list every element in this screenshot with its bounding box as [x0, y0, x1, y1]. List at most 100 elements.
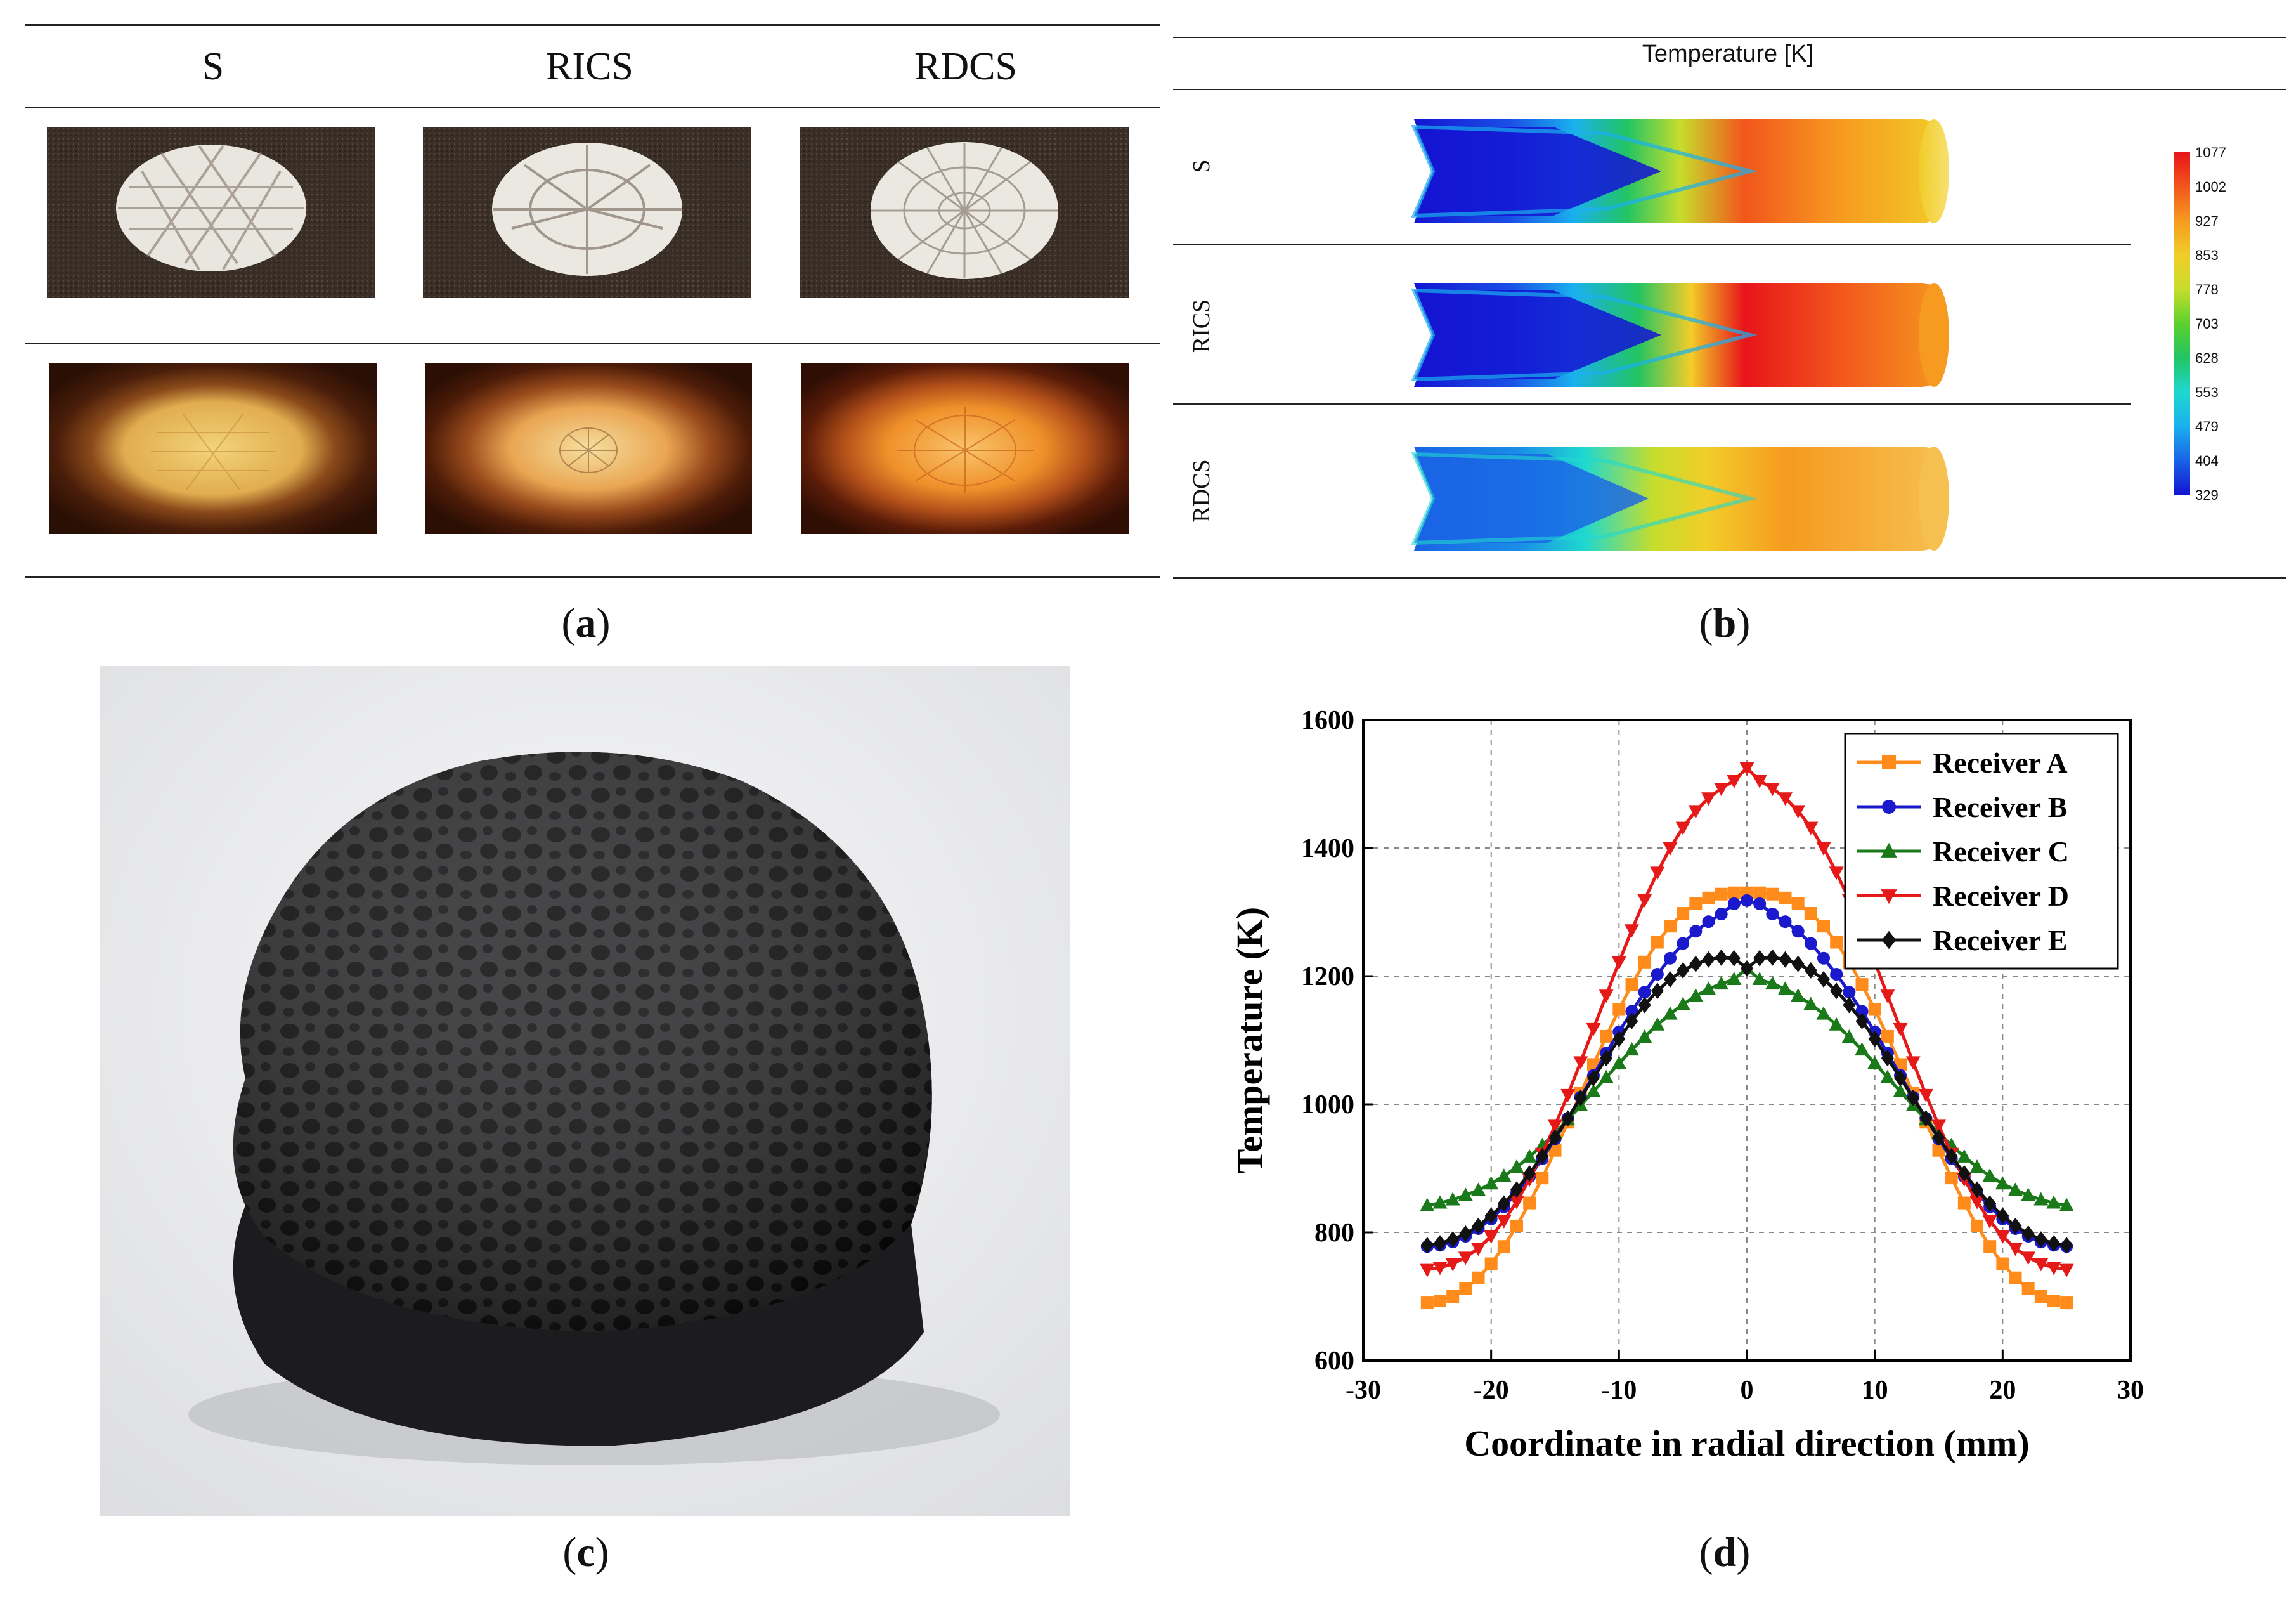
data-point-receiver-e — [1983, 1195, 1997, 1212]
colorbar-tick-label: 1077 — [2195, 145, 2226, 160]
data-point-receiver-e — [1715, 949, 1728, 966]
data-point-receiver-c — [1893, 1083, 1908, 1097]
data-point-receiver-b — [1664, 951, 1677, 965]
data-point-receiver-e — [1804, 962, 1817, 979]
row-label-rics: RICS — [1188, 299, 1215, 353]
data-point-receiver-a — [1868, 1003, 1881, 1016]
data-point-receiver-e — [1510, 1181, 1523, 1198]
glow-photo-rdcs — [801, 363, 1129, 534]
data-point-receiver-a — [1459, 1282, 1472, 1295]
legend-label-receiver-a: Receiver A — [1933, 747, 2067, 779]
y-tick-label: 600 — [1314, 1347, 1354, 1376]
data-point-receiver-d — [1560, 1088, 1576, 1102]
data-point-receiver-c — [1471, 1182, 1486, 1196]
colorbar — [2174, 152, 2190, 495]
x-tick-label: 30 — [2117, 1376, 2144, 1405]
panel-a-bottom-rule — [25, 576, 1160, 578]
data-point-receiver-a — [1830, 936, 1843, 949]
data-point-receiver-b — [1766, 908, 1779, 921]
data-point-receiver-c — [1625, 1042, 1639, 1056]
data-point-receiver-e — [1446, 1231, 1460, 1248]
data-point-receiver-a — [1446, 1290, 1460, 1303]
temperature-profile-chart: -30 -20 -10 0 10 20 30 600 800 1000 1200 1400 1600 Co… — [1229, 706, 2144, 1464]
data-point-receiver-c — [1599, 1069, 1614, 1083]
legend-marker-receiver-c — [1881, 842, 1897, 858]
data-point-receiver-e — [1574, 1089, 1587, 1106]
y-tick-label: 1600 — [1301, 706, 1354, 735]
data-point-receiver-a — [1664, 920, 1677, 933]
data-point-receiver-a — [1881, 1029, 1894, 1043]
column-header-rdcs: RDCS — [914, 45, 1017, 88]
data-point-receiver-b — [1779, 915, 1792, 929]
x-tick-label: 10 — [1862, 1376, 1888, 1405]
data-point-receiver-a — [2021, 1282, 2035, 1295]
data-point-receiver-d — [2046, 1262, 2061, 1276]
panel-b-row-rule-1 — [1173, 244, 2131, 245]
data-point-receiver-a — [1472, 1271, 1485, 1284]
data-point-receiver-a — [1983, 1240, 1997, 1253]
data-point-receiver-e — [1830, 982, 1843, 1000]
data-point-receiver-d — [1714, 783, 1729, 797]
data-point-receiver-a — [1638, 955, 1651, 969]
data-point-receiver-e — [2047, 1235, 2060, 1252]
data-point-receiver-a — [1497, 1240, 1510, 1253]
data-point-receiver-e — [1919, 1110, 1933, 1127]
data-point-receiver-b — [1677, 937, 1690, 950]
data-point-receiver-c — [1420, 1198, 1435, 1211]
data-point-receiver-d — [1905, 1056, 1921, 1070]
y-tick-label: 1000 — [1301, 1090, 1354, 1119]
data-point-receiver-e — [1753, 950, 1767, 967]
data-point-receiver-c — [1791, 988, 1806, 1002]
column-header-s: S — [202, 45, 224, 88]
sample-photo-s — [47, 127, 375, 298]
data-point-receiver-b — [1689, 925, 1703, 938]
data-point-receiver-c — [1727, 972, 1742, 986]
data-point-receiver-d — [1752, 774, 1767, 788]
data-point-receiver-b — [1741, 894, 1753, 907]
data-point-receiver-b — [1638, 986, 1651, 999]
data-point-receiver-a — [1855, 978, 1869, 991]
colorbar-tick-label: 853 — [2195, 247, 2219, 263]
data-point-receiver-e — [1523, 1165, 1536, 1182]
y-tick-label: 1400 — [1301, 834, 1354, 863]
data-point-receiver-d — [1778, 792, 1793, 806]
data-point-receiver-d — [1663, 842, 1678, 856]
colorbar-tick-label: 479 — [2195, 419, 2219, 434]
data-point-receiver-d — [1586, 1022, 1601, 1036]
data-point-receiver-c — [1880, 1069, 1895, 1083]
data-point-receiver-d — [1599, 989, 1614, 1003]
data-point-receiver-e — [1766, 949, 1779, 966]
data-point-receiver-d — [1548, 1119, 1562, 1133]
data-point-receiver-d — [1611, 956, 1626, 970]
data-point-receiver-e — [1587, 1069, 1600, 1087]
panel-a-top-rule — [25, 24, 1160, 26]
x-tick-label: 0 — [1741, 1376, 1754, 1405]
data-point-receiver-e — [1932, 1129, 1945, 1146]
y-tick-label: 800 — [1314, 1218, 1354, 1248]
panel-b-header-rule — [1173, 89, 2286, 90]
data-point-receiver-a — [1536, 1172, 1549, 1185]
data-point-receiver-c — [1445, 1192, 1460, 1206]
legend-marker-receiver-a — [1882, 755, 1896, 769]
colorbar-tick-label: 553 — [2195, 384, 2219, 400]
data-point-receiver-e — [1894, 1069, 1907, 1087]
data-point-receiver-e — [1625, 1012, 1638, 1029]
x-tick-label: -30 — [1346, 1376, 1381, 1405]
panel-a-header-rule — [25, 107, 1160, 108]
data-point-receiver-a — [1600, 1029, 1613, 1043]
data-point-receiver-d — [1739, 762, 1754, 776]
panel-b-bottom-rule — [1173, 577, 2286, 579]
data-point-receiver-b — [1830, 967, 1843, 981]
data-point-receiver-e — [1484, 1207, 1498, 1224]
contour-s — [1411, 119, 1949, 223]
data-point-receiver-d — [1995, 1230, 2010, 1244]
panel-b-title: Temperature [K] — [1642, 41, 1814, 67]
data-point-receiver-c — [2033, 1192, 2049, 1206]
data-point-receiver-e — [1459, 1225, 1472, 1243]
data-point-receiver-e — [1741, 960, 1753, 977]
x-tick-label: -20 — [1474, 1376, 1509, 1405]
data-point-receiver-d — [1496, 1215, 1512, 1229]
data-point-receiver-d — [1765, 783, 1780, 797]
data-point-receiver-e — [1434, 1235, 1446, 1252]
data-point-receiver-d — [1688, 805, 1703, 819]
